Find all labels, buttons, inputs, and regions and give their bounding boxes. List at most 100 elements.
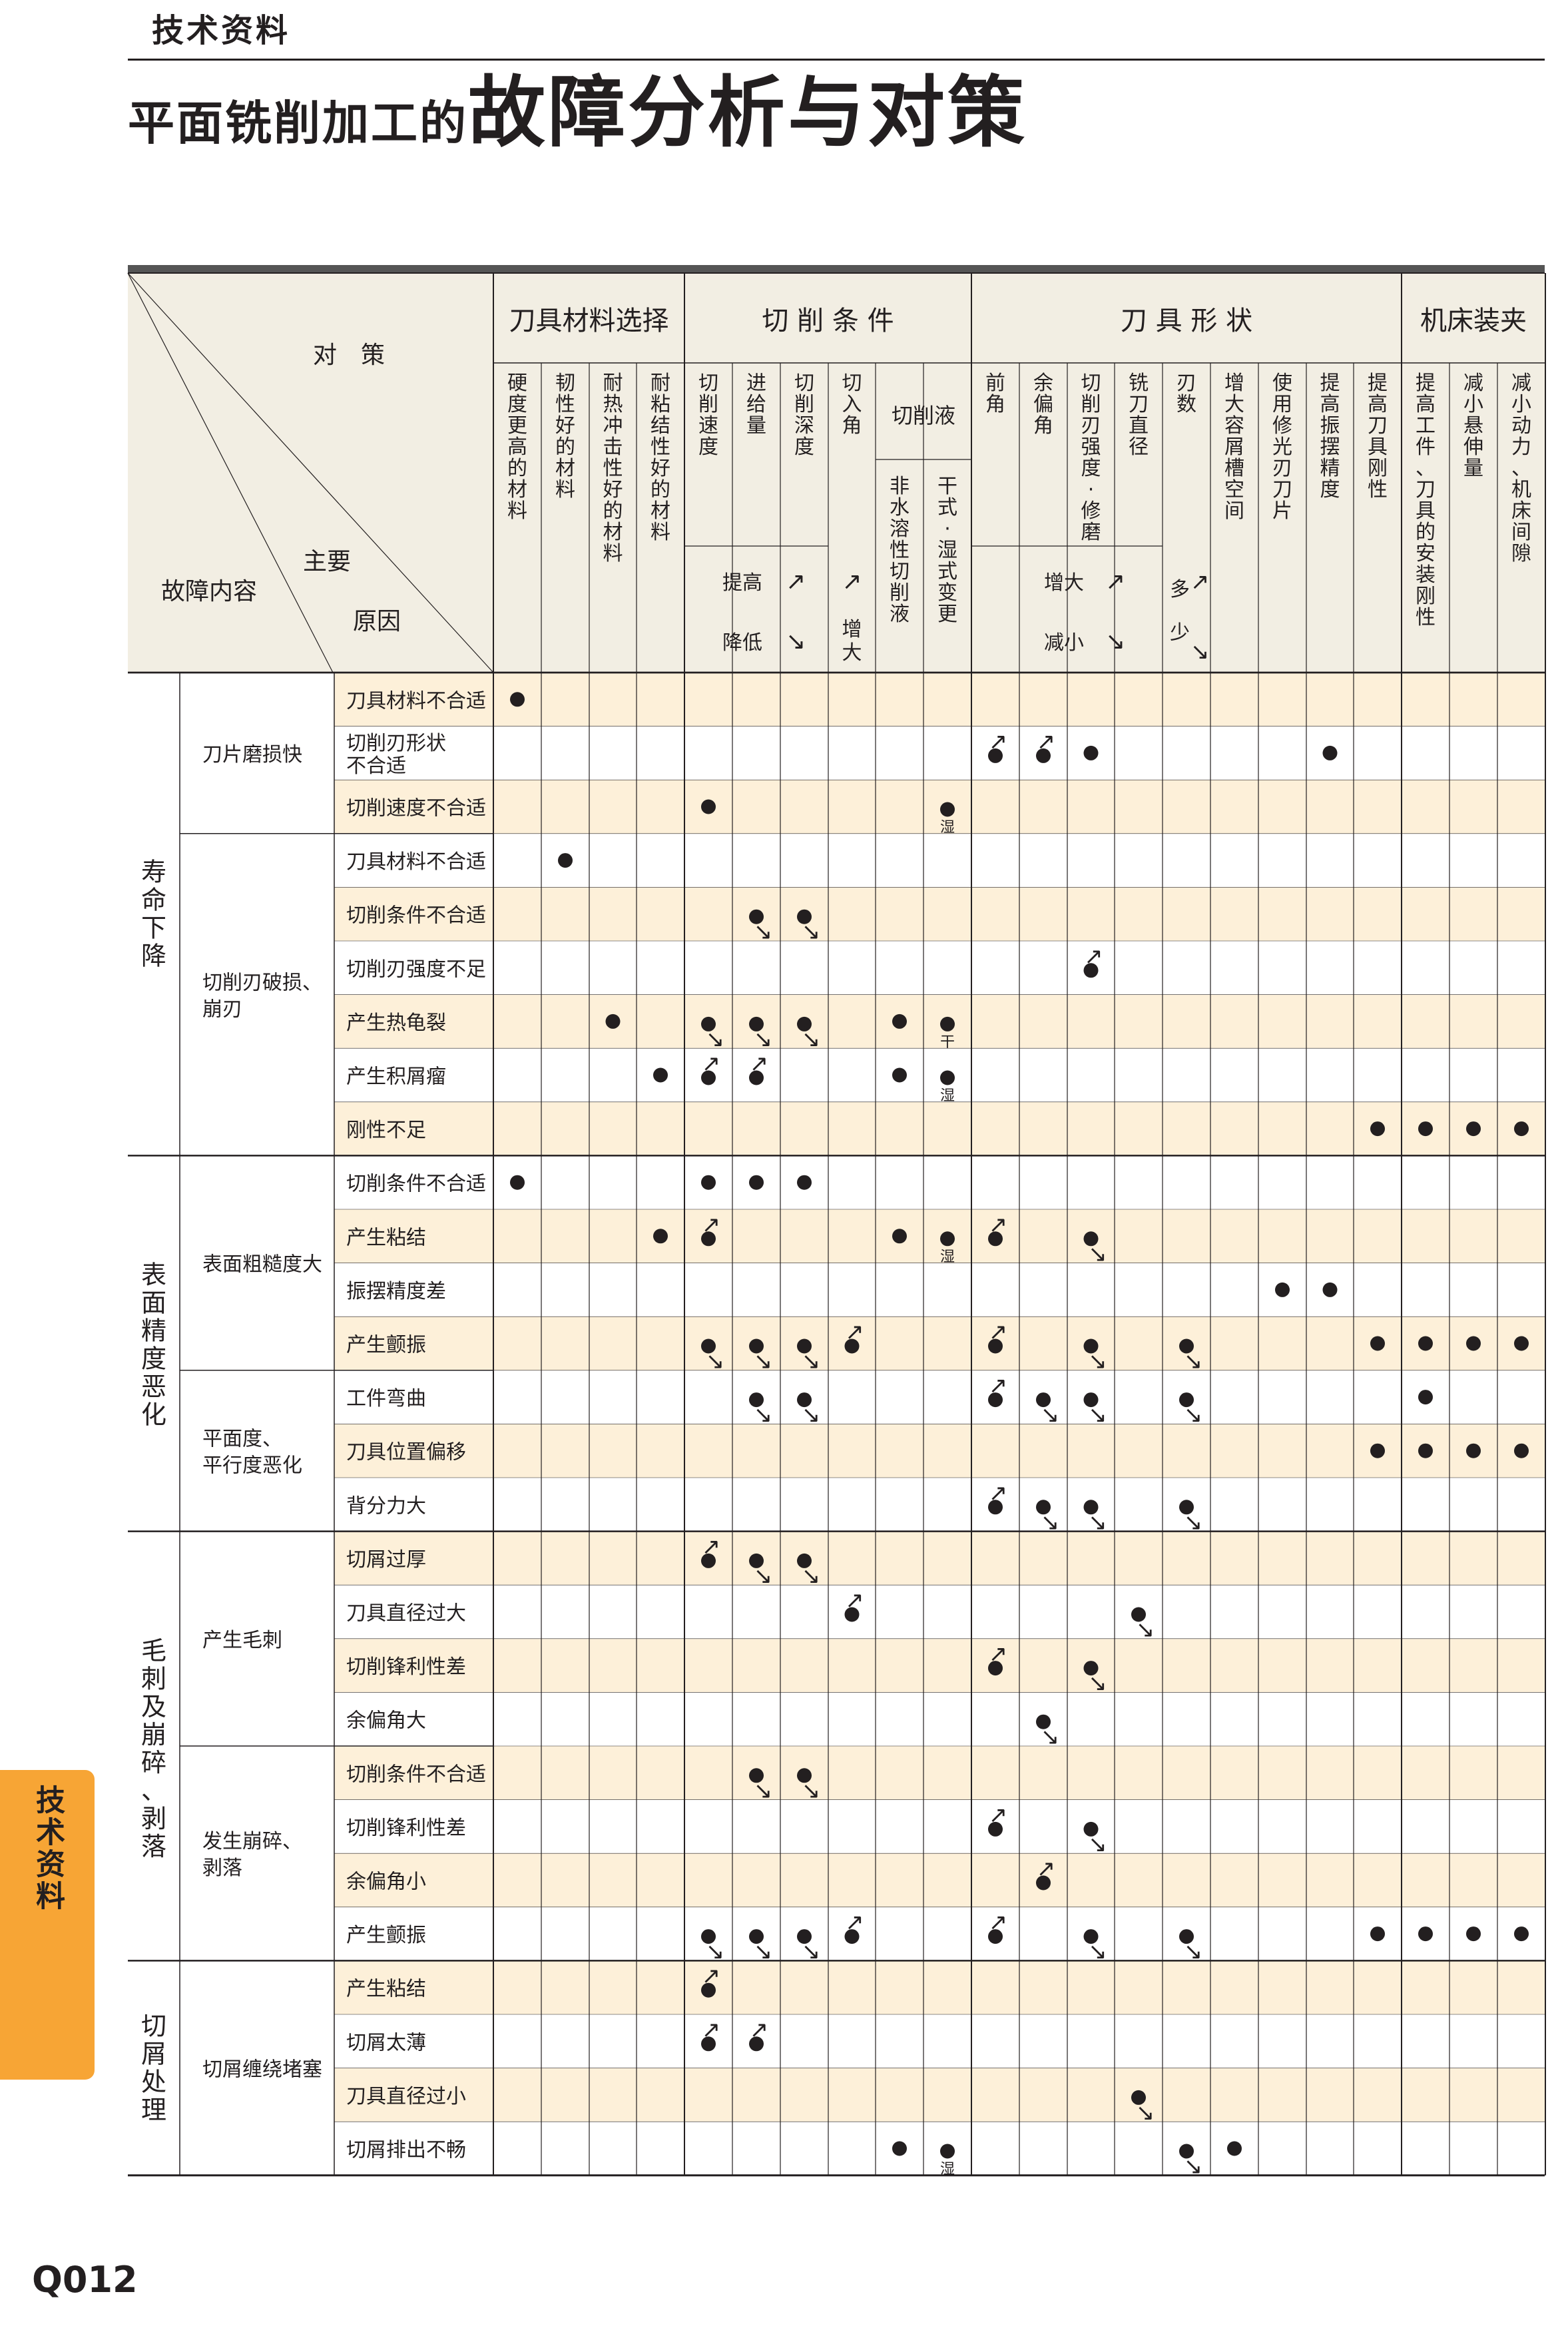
group-label: 切屑缠绕堵塞 <box>202 2058 322 2082</box>
svg-text:强: 强 <box>1081 436 1101 459</box>
page-title: 平面铣削加工的故障分析与对策 <box>128 75 1027 152</box>
svg-text:好: 好 <box>555 414 575 438</box>
svg-text:·: · <box>1088 478 1095 501</box>
cause-label: 切削刃形状 <box>346 732 446 755</box>
svg-text:↘: ↘ <box>1088 1938 1107 1965</box>
svg-text:湿: 湿 <box>940 1249 955 1265</box>
mark: ↘ <box>1083 1929 1107 1965</box>
mark: ↗ <box>988 729 1007 763</box>
mark: ↘ <box>1083 1500 1107 1536</box>
svg-text:性: 性 <box>1368 478 1388 501</box>
mark: ↘ <box>1179 1929 1202 1965</box>
mark <box>1322 745 1338 760</box>
svg-text:剥: 剥 <box>141 1804 166 1833</box>
mark: ↘ <box>749 1929 772 1965</box>
svg-text:高: 高 <box>1368 393 1388 416</box>
svg-text:修: 修 <box>1272 414 1292 438</box>
svg-text:崩: 崩 <box>141 1720 166 1749</box>
arrow-down-icon: ↘ <box>1190 639 1210 665</box>
group-label: 切削刃破损、 <box>202 972 322 995</box>
corner-cause: 原因 <box>353 608 401 635</box>
mark <box>1418 1443 1433 1458</box>
group-label: 平行度恶化 <box>202 1454 302 1478</box>
svg-text:↘: ↘ <box>1088 1670 1107 1697</box>
svg-text:及: 及 <box>141 1692 166 1721</box>
svg-text:结: 结 <box>651 414 670 438</box>
mark: ↘ <box>797 1392 820 1428</box>
cause-label: 切削条件不合适 <box>346 1173 486 1196</box>
side-tab[interactable] <box>0 1770 95 2080</box>
mark <box>1466 1926 1481 1942</box>
svg-text:湿: 湿 <box>940 2162 955 2178</box>
svg-text:刀: 刀 <box>1368 414 1388 438</box>
cause-label: 刚性不足 <box>346 1119 426 1142</box>
cause-label: 刀具直径过大 <box>346 1602 466 1625</box>
svg-text:高: 高 <box>1416 393 1436 416</box>
svg-text:提: 提 <box>1416 372 1436 395</box>
svg-text:伸: 伸 <box>1463 436 1483 459</box>
svg-text:干: 干 <box>940 1034 955 1051</box>
svg-text:入: 入 <box>842 393 862 416</box>
svg-text:好: 好 <box>651 457 670 480</box>
mark: 湿 <box>940 2144 955 2178</box>
svg-text:↗: ↗ <box>750 1051 769 1077</box>
svg-text:↗: ↗ <box>750 2016 769 2043</box>
svg-text:↘: ↘ <box>1088 1241 1107 1267</box>
mark: 湿 <box>940 1231 955 1265</box>
svg-text:增: 增 <box>1224 372 1244 395</box>
header-background <box>128 273 1545 673</box>
svg-text:削: 削 <box>698 393 718 416</box>
cause-label: 刀具位置偏移 <box>346 1441 466 1464</box>
row-band <box>334 1960 1545 2014</box>
svg-text:深: 深 <box>794 414 814 438</box>
svg-text:床: 床 <box>1511 499 1531 523</box>
cause-label: 刀具直径过小 <box>346 2085 466 2108</box>
arrow-down-icon: ↘ <box>1105 628 1125 655</box>
row-band <box>334 1638 1545 1693</box>
svg-text:硬: 硬 <box>507 372 527 395</box>
svg-text:屑: 屑 <box>141 2040 166 2069</box>
mark <box>892 2141 907 2156</box>
group-heading-4: 机床装夹 <box>1420 306 1527 336</box>
svg-text:↗: ↗ <box>702 1211 721 1238</box>
mark: ↗ <box>701 1534 720 1568</box>
svg-text:热: 热 <box>603 393 623 416</box>
mark: ↗ <box>988 1909 1007 1944</box>
svg-text:小: 小 <box>1511 393 1531 416</box>
svg-text:修: 修 <box>1081 499 1101 523</box>
mark: ↗ <box>701 1963 720 1998</box>
svg-text:粘: 粘 <box>651 393 670 416</box>
title-part2: 故障分析与对策 <box>468 68 1027 158</box>
svg-text:↘: ↘ <box>754 1026 773 1053</box>
page-number: Q012 <box>32 2259 138 2301</box>
svg-text:铣: 铣 <box>1129 372 1149 395</box>
mark: ↗ <box>1083 943 1103 978</box>
cause-label: 产生颤振 <box>346 1334 426 1357</box>
svg-text:角: 角 <box>842 414 862 438</box>
mark <box>1083 745 1099 760</box>
mark: ↘ <box>1083 1821 1107 1858</box>
svg-text:↘: ↘ <box>1088 1402 1107 1428</box>
svg-text:恶: 恶 <box>141 1372 166 1402</box>
mark: ↘ <box>1083 1392 1107 1428</box>
svg-text:小: 小 <box>1463 393 1483 416</box>
mark <box>701 1175 716 1190</box>
svg-text:、: 、 <box>141 1776 166 1805</box>
svg-text:件: 件 <box>1416 436 1436 459</box>
arrow-up-icon: ↗ <box>786 568 806 595</box>
svg-text:度: 度 <box>698 436 718 459</box>
column-header: 切入角 <box>842 372 862 438</box>
svg-text:的: 的 <box>507 457 527 480</box>
svg-text:↘: ↘ <box>1088 1509 1107 1536</box>
svg-text:↗: ↗ <box>1037 1856 1056 1883</box>
mark: ↘ <box>749 909 772 946</box>
cause-label: 余偏角小 <box>346 1871 426 1894</box>
mark: ↗ <box>988 1211 1007 1247</box>
